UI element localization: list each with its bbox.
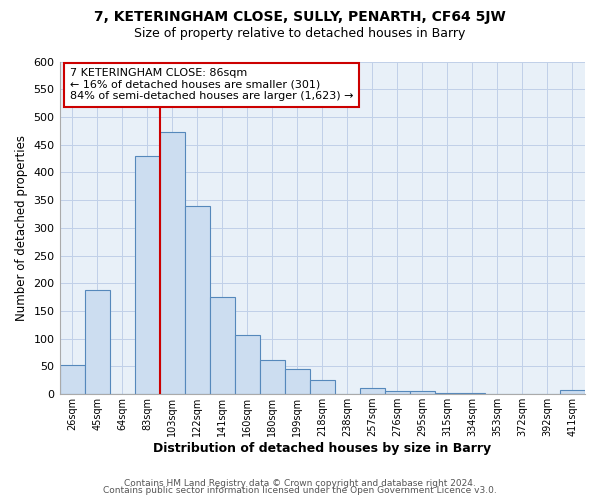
- Bar: [160, 132, 185, 394]
- Bar: [360, 388, 385, 394]
- Y-axis label: Number of detached properties: Number of detached properties: [15, 135, 28, 321]
- Text: 7, KETERINGHAM CLOSE, SULLY, PENARTH, CF64 5JW: 7, KETERINGHAM CLOSE, SULLY, PENARTH, CF…: [94, 10, 506, 24]
- Bar: [460, 393, 485, 394]
- Text: Contains HM Land Registry data © Crown copyright and database right 2024.: Contains HM Land Registry data © Crown c…: [124, 478, 476, 488]
- Bar: [385, 392, 410, 394]
- Bar: [134, 156, 160, 394]
- Bar: [235, 335, 260, 394]
- Bar: [59, 365, 85, 394]
- Bar: [260, 360, 285, 394]
- Bar: [285, 368, 310, 394]
- X-axis label: Distribution of detached houses by size in Barry: Distribution of detached houses by size …: [153, 442, 491, 455]
- Text: Contains public sector information licensed under the Open Government Licence v3: Contains public sector information licen…: [103, 486, 497, 495]
- Bar: [310, 380, 335, 394]
- Text: Size of property relative to detached houses in Barry: Size of property relative to detached ho…: [134, 28, 466, 40]
- Bar: [410, 392, 435, 394]
- Bar: [435, 392, 460, 394]
- Bar: [209, 297, 235, 394]
- Bar: [85, 290, 110, 394]
- Bar: [560, 390, 585, 394]
- Text: 7 KETERINGHAM CLOSE: 86sqm
← 16% of detached houses are smaller (301)
84% of sem: 7 KETERINGHAM CLOSE: 86sqm ← 16% of deta…: [70, 68, 353, 102]
- Bar: [185, 206, 209, 394]
